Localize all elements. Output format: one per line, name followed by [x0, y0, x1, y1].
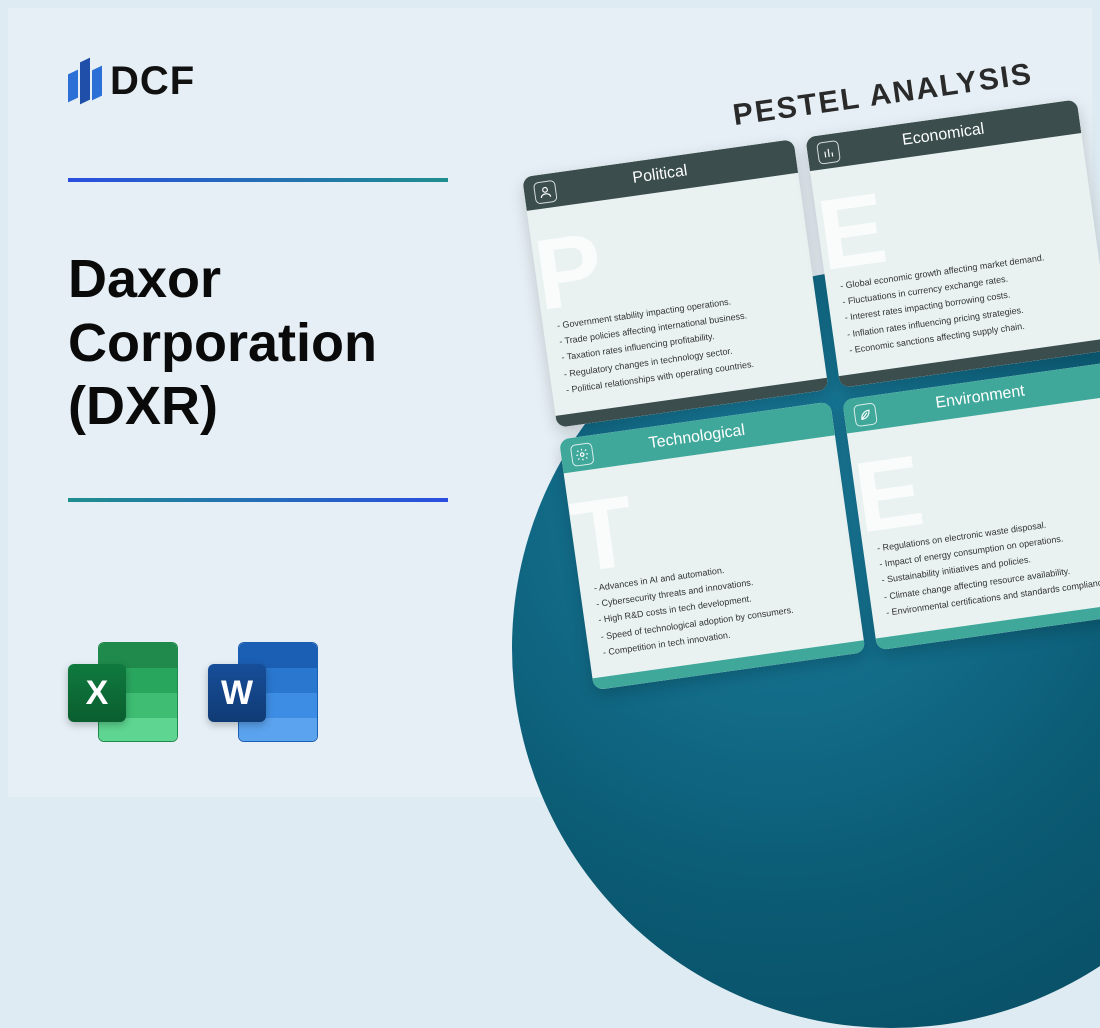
- logo-text: DCF: [110, 59, 195, 104]
- pestel-card-political: PoliticalP- Government stability impacti…: [522, 139, 829, 428]
- divider-top: [68, 178, 448, 182]
- card-label: Economical: [901, 121, 985, 150]
- card-body: T- Advances in AI and automation.- Cyber…: [564, 435, 864, 678]
- app-icons: X W: [68, 642, 318, 747]
- divider-bottom: [68, 498, 448, 502]
- pestel-card-economical: EconomicalE- Global economic growth affe…: [805, 99, 1100, 388]
- logo: DCF: [68, 54, 195, 108]
- excel-badge: X: [68, 664, 126, 722]
- pestel-card-technological: TechnologicalT- Advances in AI and autom…: [559, 401, 866, 690]
- page-title: DaxorCorporation(DXR): [68, 248, 377, 439]
- card-label: Political: [631, 162, 688, 187]
- card-label: Technological: [648, 422, 747, 453]
- card-body: E- Global economic growth affecting mark…: [810, 133, 1100, 376]
- card-body: P- Government stability impacting operat…: [527, 173, 827, 416]
- canvas: DCF DaxorCorporation(DXR) PESTEL ANALYSI…: [8, 8, 1092, 797]
- card-body: E- Regulations on electronic waste dispo…: [847, 395, 1100, 638]
- excel-icon: X: [68, 642, 178, 747]
- gear-icon: [570, 442, 595, 467]
- logo-bars-icon: [68, 54, 102, 108]
- bars-icon: [816, 140, 841, 165]
- card-label: Environment: [934, 382, 1025, 412]
- pestel-panel: PESTEL ANALYSIS PoliticalP- Government s…: [515, 52, 1100, 690]
- pestel-grid: PoliticalP- Government stability impacti…: [522, 99, 1100, 690]
- leaf-icon: [853, 402, 878, 427]
- word-badge: W: [208, 664, 266, 722]
- word-icon: W: [208, 642, 318, 747]
- person-icon: [533, 180, 558, 205]
- pestel-card-environment: EnvironmentE- Regulations on electronic …: [842, 362, 1100, 651]
